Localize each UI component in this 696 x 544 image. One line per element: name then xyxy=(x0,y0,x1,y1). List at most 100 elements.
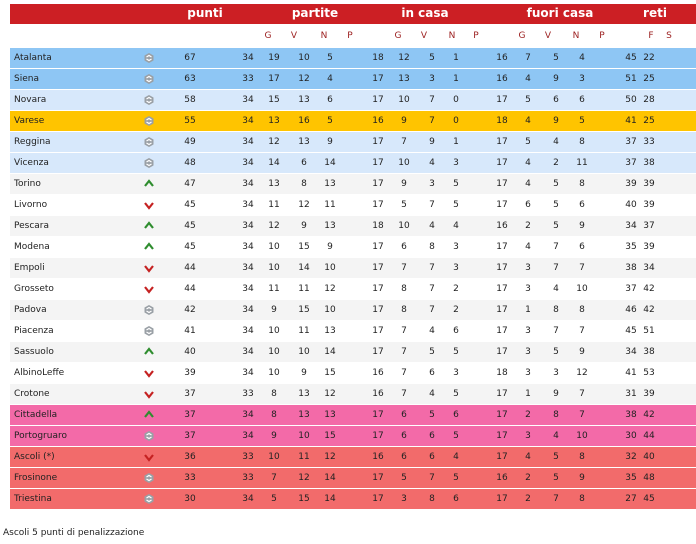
stat-points: 44 xyxy=(184,284,196,294)
stat-gs: 42 xyxy=(643,305,655,315)
stat-p: 9 xyxy=(327,242,333,252)
team-name[interactable]: Grosseto xyxy=(14,284,54,294)
stat-hp: 3 xyxy=(453,242,459,252)
team-name[interactable]: Portogruaro xyxy=(14,431,67,441)
stat-hn: 8 xyxy=(429,494,435,504)
table-row: Vicenza 48 34 14 6 14 17 10 4 3 17 4 2 11 37 38 xyxy=(10,153,696,173)
stat-ag: 17 xyxy=(496,389,508,399)
stat-hn: 7 xyxy=(429,200,435,210)
stat-hp: 5 xyxy=(453,347,459,357)
stat-v: 10 xyxy=(268,242,280,252)
subheader-cell: P xyxy=(599,31,605,41)
team-name[interactable]: Ascoli (*) xyxy=(14,452,55,462)
team-name[interactable]: Triestina xyxy=(14,494,52,504)
stat-gf: 32 xyxy=(625,452,637,462)
team-name[interactable]: Cittadella xyxy=(14,410,58,420)
stat-ap: 6 xyxy=(579,95,585,105)
team-name[interactable]: Modena xyxy=(14,242,50,252)
stat-g: 34 xyxy=(242,263,254,273)
stat-ap: 7 xyxy=(579,389,585,399)
stat-av: 3 xyxy=(525,431,531,441)
team-name[interactable]: Crotone xyxy=(14,389,50,399)
stat-hp: 3 xyxy=(453,263,459,273)
stat-p: 14 xyxy=(324,158,336,168)
table-row: Sassuolo 40 34 10 10 14 17 7 5 5 17 3 5 9 34 38 xyxy=(10,342,696,362)
team-name[interactable]: Novara xyxy=(14,95,47,105)
stat-hv: 6 xyxy=(401,410,407,420)
stat-v: 12 xyxy=(268,137,280,147)
header-away: fuori casa xyxy=(526,6,594,20)
team-name[interactable]: Reggina xyxy=(14,137,51,147)
stat-gf: 50 xyxy=(625,95,637,105)
stat-an: 7 xyxy=(553,494,559,504)
stat-hg: 17 xyxy=(372,410,384,420)
subheader-cell: G xyxy=(518,31,526,41)
stat-ag: 16 xyxy=(496,74,508,84)
stat-hg: 17 xyxy=(372,74,384,84)
team-name[interactable]: Frosinone xyxy=(14,473,58,483)
stat-gf: 34 xyxy=(625,221,637,231)
stat-hv: 7 xyxy=(401,137,407,147)
stat-n: 10 xyxy=(298,431,310,441)
stat-points: 47 xyxy=(184,179,196,189)
stat-hn: 8 xyxy=(429,242,435,252)
stat-gs: 39 xyxy=(643,200,655,210)
stat-v: 13 xyxy=(268,179,280,189)
stat-n: 10 xyxy=(298,347,310,357)
stat-ap: 9 xyxy=(579,221,585,231)
stat-an: 4 xyxy=(553,431,559,441)
table-row: Livorno 45 34 11 12 11 17 5 7 5 17 6 5 6 40 39 xyxy=(10,195,696,215)
stat-hv: 7 xyxy=(401,368,407,378)
stat-gf: 45 xyxy=(625,53,637,63)
stat-v: 10 xyxy=(268,347,280,357)
stat-n: 9 xyxy=(301,221,307,231)
stat-ap: 7 xyxy=(579,410,585,420)
team-name[interactable]: Vicenza xyxy=(14,158,49,168)
stat-gs: 38 xyxy=(643,158,655,168)
stat-hg: 17 xyxy=(372,305,384,315)
stat-an: 4 xyxy=(553,137,559,147)
team-name[interactable]: Varese xyxy=(14,116,45,126)
stat-points: 48 xyxy=(184,158,196,168)
stat-g: 34 xyxy=(242,221,254,231)
stat-v: 10 xyxy=(268,263,280,273)
stat-p: 15 xyxy=(324,368,336,378)
stat-v: 8 xyxy=(271,389,277,399)
header-home: in casa xyxy=(401,6,449,20)
team-name[interactable]: Sassuolo xyxy=(14,347,54,357)
stat-gs: 45 xyxy=(643,494,655,504)
stat-v: 12 xyxy=(268,221,280,231)
stat-n: 9 xyxy=(301,368,307,378)
stat-hn: 3 xyxy=(429,179,435,189)
stat-ap: 8 xyxy=(579,137,585,147)
stat-n: 13 xyxy=(298,410,310,420)
team-name[interactable]: Piacenza xyxy=(14,326,54,336)
subheader-cell: P xyxy=(347,31,353,41)
stat-n: 6 xyxy=(301,158,307,168)
stat-hv: 6 xyxy=(401,242,407,252)
stat-an: 5 xyxy=(553,473,559,483)
team-name[interactable]: Siena xyxy=(14,74,39,84)
stat-hg: 16 xyxy=(372,116,384,126)
team-name[interactable]: Atalanta xyxy=(14,53,52,63)
team-name[interactable]: Pescara xyxy=(14,221,50,231)
stat-av: 4 xyxy=(525,242,531,252)
stat-n: 11 xyxy=(298,326,310,336)
table-row: Torino 47 34 13 8 13 17 9 3 5 17 4 5 8 39 39 xyxy=(10,174,696,194)
team-name[interactable]: Livorno xyxy=(14,200,48,210)
stat-points: 45 xyxy=(184,242,196,252)
team-name[interactable]: Padova xyxy=(14,305,47,315)
stat-hp: 5 xyxy=(453,179,459,189)
stat-an: 2 xyxy=(553,158,559,168)
stat-ap: 7 xyxy=(579,326,585,336)
stat-ag: 18 xyxy=(496,368,508,378)
stat-v: 11 xyxy=(268,200,280,210)
table-row: Grosseto 44 34 11 11 12 17 8 7 2 17 3 4 10 37 42 xyxy=(10,279,696,299)
table-row: Ascoli (*) 36 33 10 11 12 16 6 6 4 17 4 5 8 32 40 xyxy=(10,447,696,467)
trend-up-icon xyxy=(144,221,154,229)
team-name[interactable]: Empoli xyxy=(14,263,45,273)
stat-n: 16 xyxy=(298,116,310,126)
team-name[interactable]: AlbinoLeffe xyxy=(14,368,65,378)
team-name[interactable]: Torino xyxy=(14,179,41,189)
stat-hv: 7 xyxy=(401,347,407,357)
